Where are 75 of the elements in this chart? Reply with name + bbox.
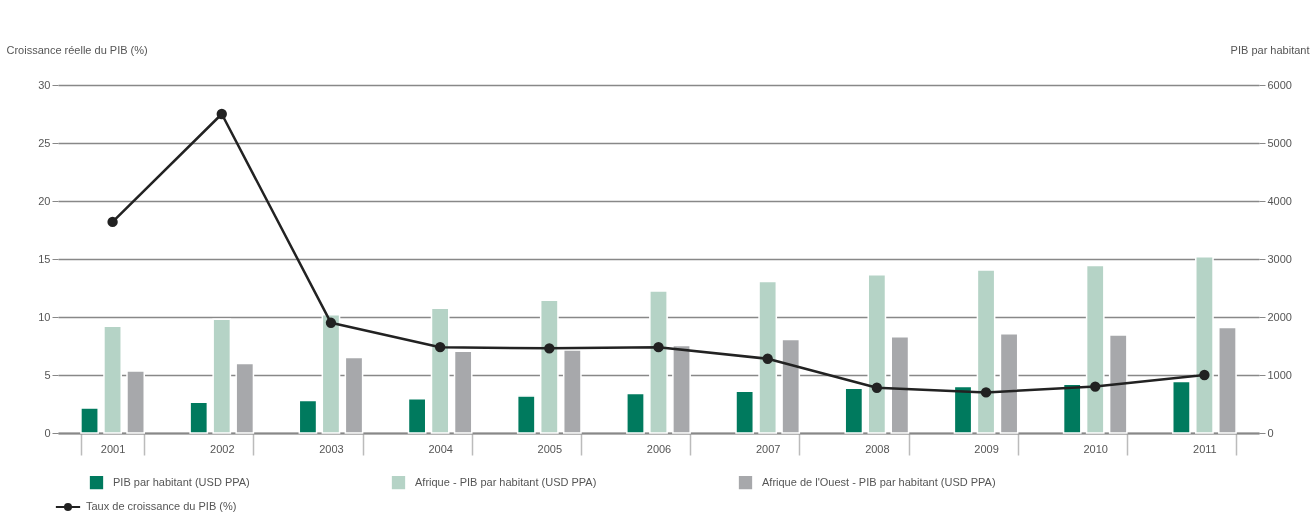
point <box>1199 369 1210 381</box>
legend-label: Afrique - PIB par habitant (USD PPA) <box>415 475 597 488</box>
y-tick-label: 0 <box>44 426 51 439</box>
bar <box>321 313 341 434</box>
bar <box>407 398 427 434</box>
bar <box>735 390 755 434</box>
x-tick-label: 2005 <box>537 442 563 455</box>
y-tick-label: 25 <box>38 136 51 149</box>
bar <box>516 395 536 434</box>
y2-tick-label: 2000 <box>1267 310 1292 323</box>
x-tick-label: 2008 <box>865 442 890 455</box>
x-tick-label: 2011 <box>1193 442 1217 455</box>
bar <box>1062 383 1082 434</box>
point <box>434 341 446 353</box>
x-tick-label: 2010 <box>1083 442 1108 455</box>
bar <box>672 344 691 434</box>
point <box>544 343 555 354</box>
point <box>762 353 773 364</box>
point <box>980 387 992 398</box>
point <box>1090 381 1101 392</box>
point <box>107 216 118 228</box>
x-tick-label: 2002 <box>210 442 235 455</box>
y2-tick-label: 4000 <box>1267 194 1292 207</box>
y2-tick-label: 3000 <box>1267 252 1292 265</box>
bar <box>235 362 255 434</box>
legend-label: Afrique de l'Ouest - PIB par habitant (USD PPA) <box>762 475 996 488</box>
x-tick-label: 2003 <box>319 442 344 455</box>
x-tick-label: 2007 <box>755 442 781 455</box>
bar <box>189 401 209 434</box>
bar <box>453 350 473 434</box>
legend-label: Taux de croissance du PIB (%) <box>86 500 237 512</box>
bar <box>212 318 232 434</box>
y2-tick-label: 1000 <box>1267 368 1292 381</box>
x-tick-label: 2009 <box>974 442 999 455</box>
y2-tick-label: 0 <box>1267 426 1274 439</box>
bar <box>953 385 973 434</box>
bar <box>539 299 559 434</box>
bar <box>1172 380 1191 434</box>
y2-tick-label: 5000 <box>1267 136 1292 149</box>
point <box>653 341 664 353</box>
bar <box>626 392 645 434</box>
y-tick-label: 30 <box>38 78 51 91</box>
point <box>871 382 883 393</box>
bar <box>1085 264 1105 434</box>
bar <box>298 399 318 434</box>
y2-axis-title: PIB par habitant <box>1230 43 1310 56</box>
legend-label: PIB par habitant (USD PPA) <box>113 475 250 488</box>
y2-tick-label: 6000 <box>1267 78 1292 91</box>
bar <box>126 370 145 434</box>
bar <box>562 349 582 434</box>
y-tick-label: 15 <box>38 252 51 265</box>
bar <box>1108 334 1128 434</box>
bar <box>344 356 364 434</box>
y-tick-label: 20 <box>38 194 51 207</box>
bar <box>844 387 864 434</box>
bar <box>103 325 122 434</box>
bar <box>758 280 778 434</box>
bar <box>430 307 450 434</box>
point <box>325 317 337 328</box>
x-tick-label: 2006 <box>646 442 672 455</box>
bar <box>649 290 668 434</box>
y-tick-label: 10 <box>38 310 51 323</box>
bar <box>890 335 910 434</box>
y-tick-label: 5 <box>44 368 51 381</box>
x-tick-label: 2001 <box>100 442 126 455</box>
bar <box>867 273 887 434</box>
x-tick-label: 2004 <box>428 442 453 455</box>
bar <box>781 338 801 434</box>
bar <box>1218 326 1237 434</box>
bar <box>80 407 99 434</box>
bar <box>976 269 996 434</box>
bar <box>1195 255 1214 434</box>
y-axis-title: Croissance réelle du PIB (%) <box>6 43 148 56</box>
point <box>216 108 227 120</box>
bar <box>999 333 1019 434</box>
